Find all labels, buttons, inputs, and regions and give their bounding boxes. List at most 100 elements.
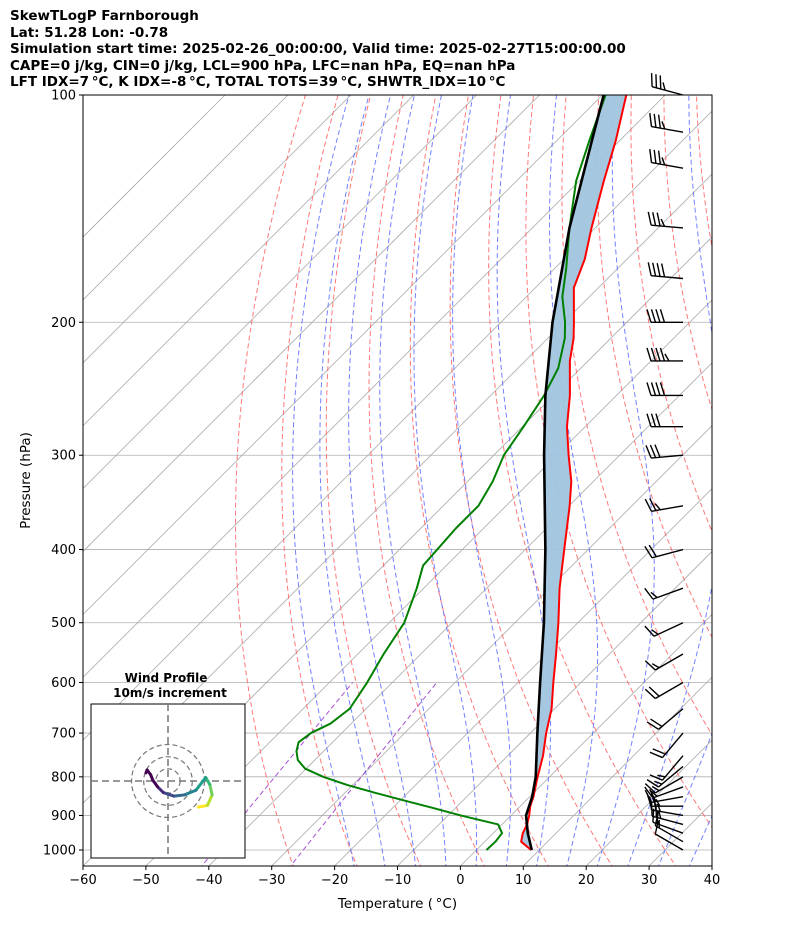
- isotherm: [83, 110, 712, 741]
- wind-barb: [650, 73, 684, 96]
- axes: −60 −50 −40 −30 −20 −10 0 10 20 30 40 1000 900 800 700…: [18, 89, 720, 913]
- moist-adiabat: [413, 95, 478, 866]
- cape-line: CAPE=0 j/kg, CIN=0 j/kg, LCL=900 hPa, LF…: [10, 57, 516, 74]
- y-tick-label: 700: [51, 727, 76, 742]
- dry-adiabat: [663, 95, 712, 411]
- isotherm: [83, 95, 477, 490]
- moist-adiabat: [658, 732, 712, 866]
- moist-adiabat: [627, 95, 712, 866]
- isotherm: [397, 550, 712, 866]
- dry-adiabat: [235, 95, 306, 866]
- moist-adiabat: [750, 95, 794, 869]
- wind-barb: [649, 732, 684, 759]
- dry-adiabat: [368, 95, 486, 866]
- isotherm: [334, 488, 712, 866]
- x-tick-label: 40: [704, 873, 721, 888]
- isotherm: [271, 425, 712, 866]
- wind-barb: [647, 211, 684, 229]
- isotherm: [83, 95, 540, 553]
- wind-barb: [645, 444, 684, 459]
- dry-adiabat: [630, 95, 712, 533]
- hodograph-title: Wind Profile: [125, 671, 208, 685]
- x-tick-label: 0: [456, 873, 464, 888]
- moist-adiabat: [348, 95, 417, 866]
- dry-adiabat: [449, 95, 613, 866]
- dry-adiabat: [409, 95, 549, 866]
- time-line: Simulation start time: 2025-02-26_00:00:…: [10, 41, 626, 57]
- x-tick-label: 30: [641, 873, 658, 888]
- isotherm: [83, 95, 603, 615]
- wind-barb: [646, 708, 684, 730]
- index-line: LFT IDX=7 °C, K IDX=-8 °C, TOTAL TOTS=39…: [10, 74, 506, 90]
- wind-barb: [644, 544, 684, 559]
- isotherm: [775, 95, 794, 866]
- y-tick-label: 800: [51, 770, 76, 785]
- wind-barb: [649, 755, 684, 781]
- dry-adiabat: [325, 95, 422, 866]
- isotherm: [711, 865, 712, 866]
- moist-adiabat: [452, 95, 512, 866]
- isotherm: [83, 95, 414, 427]
- y-tick-label: 500: [51, 616, 76, 631]
- x-tick-label: 10: [515, 873, 532, 888]
- wind-barb: [646, 309, 683, 323]
- wind-barb: [646, 382, 683, 397]
- y-tick-label: 1000: [43, 844, 76, 859]
- wind-barb: [649, 149, 684, 169]
- y-axis-label: Pressure (hPa): [18, 432, 34, 529]
- moist-adiabat: [292, 95, 355, 866]
- isotherm: [83, 95, 352, 364]
- wind-barb: [644, 786, 684, 799]
- moist-adiabat: [496, 95, 552, 866]
- dry-adiabat: [281, 95, 358, 866]
- chart-title: SkewTLogP Farnborough: [10, 8, 199, 24]
- y-tick-label: 900: [51, 809, 76, 824]
- x-axis-label: Temperature ( °C): [337, 896, 457, 912]
- moist-adiabat: [719, 95, 794, 869]
- dry-adiabat: [525, 95, 712, 829]
- wind-barb: [647, 262, 684, 280]
- profiles: [295, 95, 628, 851]
- location-line: Lat: 51.28 Lon: -0.78: [10, 24, 169, 41]
- hodograph-segment: [196, 803, 209, 809]
- isotherm: [145, 299, 712, 866]
- wind-barb: [646, 413, 683, 428]
- hodograph-subtitle: 10m/s increment: [113, 686, 227, 700]
- x-tick-label: −20: [321, 873, 348, 888]
- x-tick-label: −50: [132, 873, 159, 888]
- moist-adiabat: [379, 95, 447, 866]
- wind-barb: [644, 653, 684, 671]
- isotherm: [83, 95, 666, 678]
- isotherm: [83, 95, 226, 238]
- hodograph-segment: [194, 776, 208, 792]
- moist-adiabat: [688, 814, 712, 866]
- dry-adiabat: [488, 95, 677, 866]
- cin-shading: [521, 95, 627, 850]
- chart-header: SkewTLogP Farnborough Lat: 51.28 Lon: -0…: [10, 8, 626, 91]
- dry-adiabat: [762, 95, 794, 869]
- y-tick-label: 300: [51, 449, 76, 464]
- x-tick-label: −60: [69, 873, 96, 888]
- wind-barb: [644, 498, 684, 513]
- wind-barb: [644, 587, 684, 600]
- isotherm: [523, 676, 712, 866]
- dry-adiabat: [695, 95, 712, 250]
- wind-barb: [644, 622, 684, 637]
- mixing-ratio-line: [289, 682, 438, 866]
- isotherm: [460, 613, 712, 866]
- moist-adiabat: [319, 95, 386, 866]
- x-tick-label: −10: [384, 873, 411, 888]
- isotherm: [208, 362, 712, 866]
- hodograph-segment: [161, 791, 176, 798]
- hodograph-segment: [208, 782, 214, 797]
- dry-adiabat: [729, 95, 794, 869]
- hodograph-segment: [182, 788, 198, 797]
- x-tick-label: 20: [578, 873, 595, 888]
- wind-barb: [644, 776, 684, 794]
- hodograph-segment: [144, 768, 149, 775]
- dewpoint-line: [295, 95, 607, 851]
- isotherm: [585, 739, 712, 866]
- y-tick-label: 100: [51, 89, 76, 104]
- y-tick-label: 600: [51, 676, 76, 691]
